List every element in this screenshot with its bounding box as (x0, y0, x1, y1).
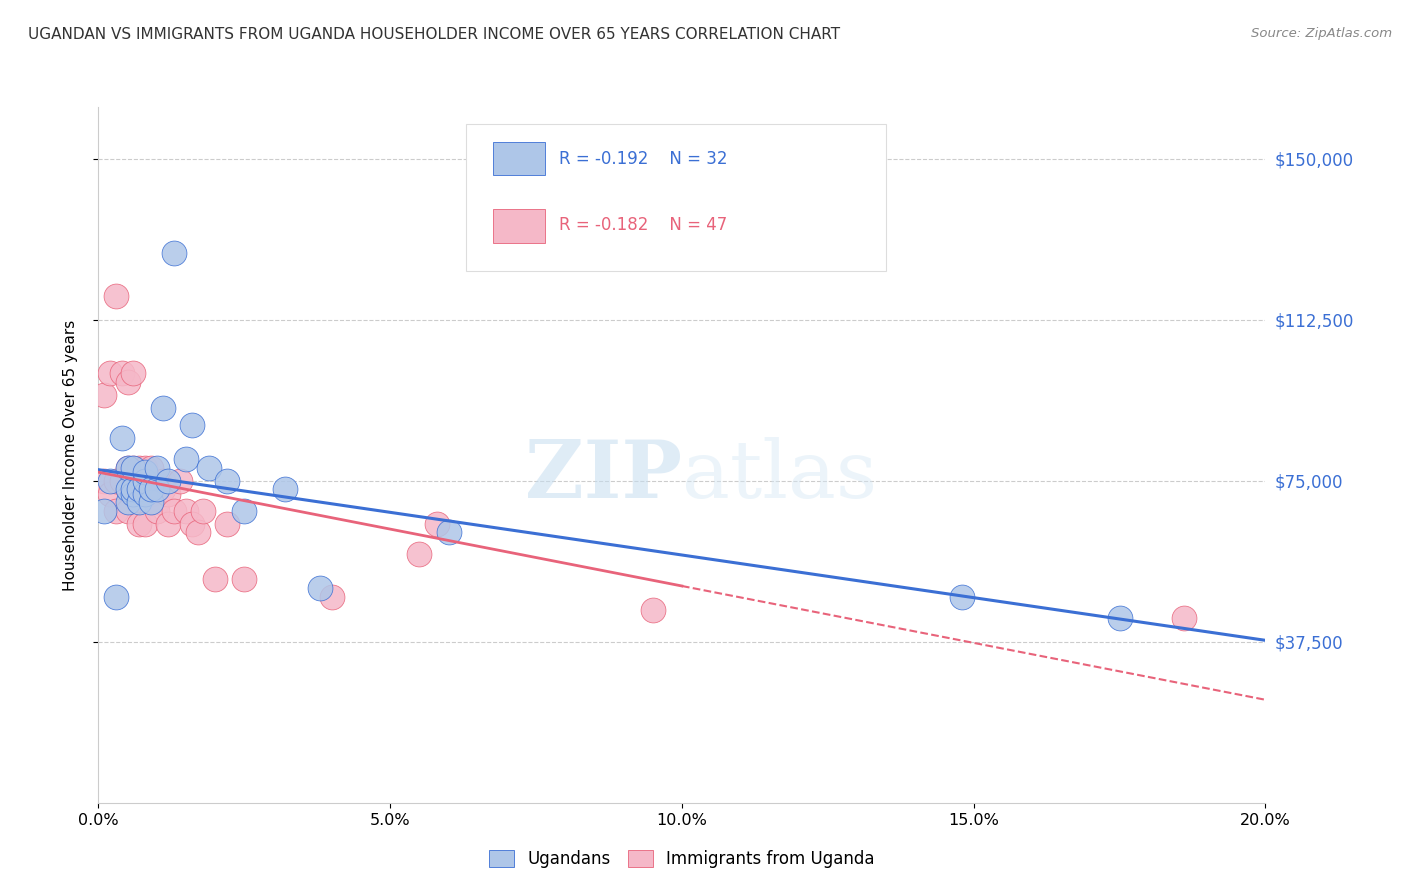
FancyBboxPatch shape (494, 142, 546, 175)
Point (163, 246, 186, 260)
Point (139, 460, 162, 475)
Y-axis label: Householder Income Over 65 years: Householder Income Over 65 years (63, 319, 77, 591)
Point (215, 474, 238, 488)
Point (134, 460, 156, 475)
Point (117, 460, 139, 475)
Point (146, 460, 169, 475)
Text: R = -0.182    N = 47: R = -0.182 N = 47 (560, 217, 728, 235)
Point (111, 431, 134, 445)
Point (157, 474, 180, 488)
Point (117, 375, 139, 389)
Point (134, 465, 156, 479)
Point (321, 590, 343, 604)
Point (117, 504, 139, 518)
Point (198, 460, 221, 475)
Point (152, 474, 174, 488)
Point (180, 516, 202, 531)
Point (152, 401, 174, 415)
Point (174, 452, 197, 467)
Point (117, 460, 139, 475)
Point (134, 516, 156, 531)
Point (146, 483, 169, 497)
Point (122, 367, 145, 381)
Point (134, 474, 156, 488)
Point (174, 504, 197, 518)
Point (98, 486, 121, 500)
Point (309, 581, 332, 595)
Text: ZIP: ZIP (524, 437, 682, 515)
Point (274, 483, 297, 497)
Point (233, 573, 256, 587)
Point (98, 367, 121, 381)
Legend: Ugandans, Immigrants from Uganda: Ugandans, Immigrants from Uganda (482, 843, 882, 874)
FancyBboxPatch shape (494, 210, 546, 243)
Point (93, 474, 115, 488)
Point (139, 486, 162, 500)
Point (128, 460, 150, 475)
Point (180, 417, 202, 432)
Point (641, 602, 664, 616)
Point (104, 590, 127, 604)
Text: atlas: atlas (682, 437, 877, 515)
Point (122, 460, 145, 475)
Point (163, 504, 186, 518)
Text: UGANDAN VS IMMIGRANTS FROM UGANDA HOUSEHOLDER INCOME OVER 65 YEARS CORRELATION C: UGANDAN VS IMMIGRANTS FROM UGANDA HOUSEH… (28, 27, 841, 42)
Point (139, 483, 162, 497)
Point (128, 483, 150, 497)
Point (122, 483, 145, 497)
Point (98, 474, 121, 488)
Point (215, 516, 238, 531)
Point (122, 460, 145, 475)
Point (139, 495, 162, 509)
Point (117, 495, 139, 509)
Point (233, 504, 256, 518)
Point (437, 525, 460, 540)
Text: R = -0.192    N = 32: R = -0.192 N = 32 (560, 150, 728, 168)
Point (111, 474, 134, 488)
Point (111, 367, 134, 381)
Point (122, 486, 145, 500)
Point (128, 516, 150, 531)
Point (117, 483, 139, 497)
Point (122, 474, 145, 488)
Point (128, 495, 150, 509)
Point (104, 289, 127, 303)
Point (157, 516, 180, 531)
Point (1173, 611, 1195, 625)
Point (104, 474, 127, 488)
Point (128, 486, 150, 500)
Point (93, 504, 115, 518)
Point (408, 547, 430, 561)
FancyBboxPatch shape (465, 124, 886, 270)
Point (204, 573, 226, 587)
Point (157, 486, 180, 500)
Text: Source: ZipAtlas.com: Source: ZipAtlas.com (1251, 27, 1392, 40)
Point (426, 516, 449, 531)
Point (134, 486, 156, 500)
Point (1108, 611, 1130, 625)
Point (104, 504, 127, 518)
Point (193, 504, 215, 518)
Point (146, 504, 169, 518)
Point (187, 525, 209, 540)
Point (152, 483, 174, 497)
Point (134, 483, 156, 497)
Point (950, 590, 973, 604)
Point (146, 495, 169, 509)
Point (134, 486, 156, 500)
Point (139, 483, 162, 497)
Point (122, 486, 145, 500)
Point (169, 474, 191, 488)
Point (117, 483, 139, 497)
Point (93, 388, 115, 402)
